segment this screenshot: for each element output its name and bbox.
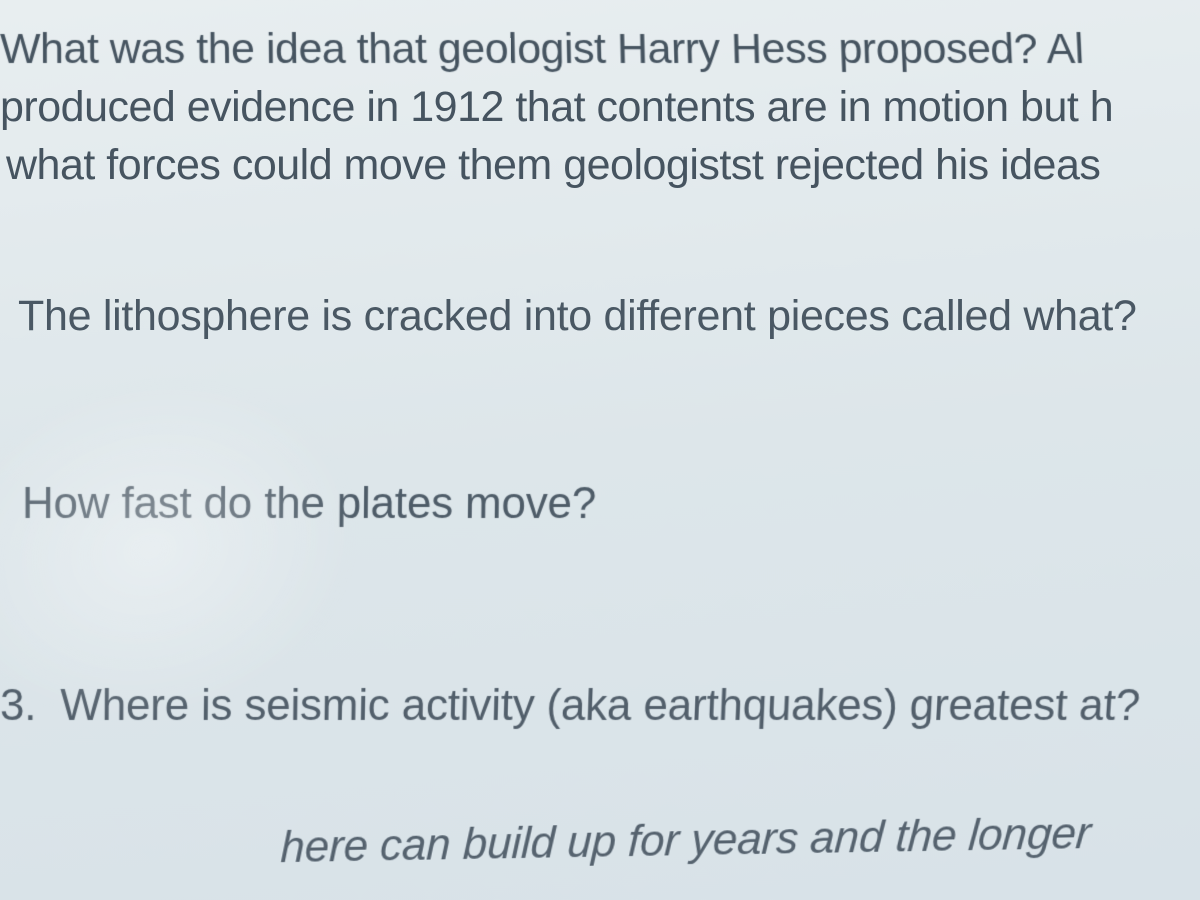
question-1-line-3: what forces could move them geologistst … [0,136,1200,194]
question-4-text: Where is seismic activity (aka earthquak… [60,681,1141,730]
question-1-line-2: produced evidence in 1912 that contents … [0,78,1200,136]
question-1: What was the idea that geologist Harry H… [0,20,1200,194]
question-4-number: 3. [0,681,36,730]
question-2: The lithosphere is cracked into differen… [0,289,1200,345]
question-3: How fast do the plates move? [0,475,1200,532]
worksheet-content: What was the idea that geologist Harry H… [0,0,1200,882]
question-5-partial: here can build up for years and the long… [0,803,1200,881]
question-4: 3. Where is seismic activity (aka earthq… [0,677,1200,734]
question-1-line-1: What was the idea that geologist Harry H… [0,20,1200,78]
